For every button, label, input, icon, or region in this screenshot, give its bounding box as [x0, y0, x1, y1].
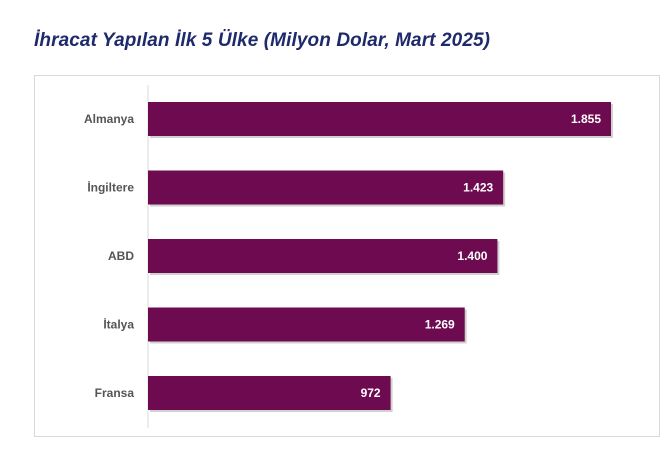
bar-i-talya — [148, 307, 465, 342]
chart-title: İhracat Yapılan İlk 5 Ülke (Milyon Dolar… — [34, 30, 491, 51]
bar-i-ngiltere — [148, 170, 504, 205]
bar-fransa — [148, 376, 391, 410]
category-label-i-ngiltere: İngiltere — [87, 180, 134, 195]
bar-almanya — [148, 102, 611, 136]
category-label-i-talya: İtalya — [103, 317, 134, 332]
value-label-abd: 1.400 — [457, 249, 487, 263]
value-label-i-ngiltere: 1.423 — [463, 181, 493, 195]
category-label-abd: ABD — [108, 249, 134, 263]
value-label-i-talya: 1.269 — [425, 318, 455, 332]
value-label-almanya: 1.855 — [571, 112, 601, 126]
value-label-fransa: 972 — [361, 386, 381, 400]
category-label-fransa: Fransa — [95, 386, 135, 400]
bar-abd — [148, 239, 498, 273]
category-label-almanya: Almanya — [84, 112, 134, 126]
